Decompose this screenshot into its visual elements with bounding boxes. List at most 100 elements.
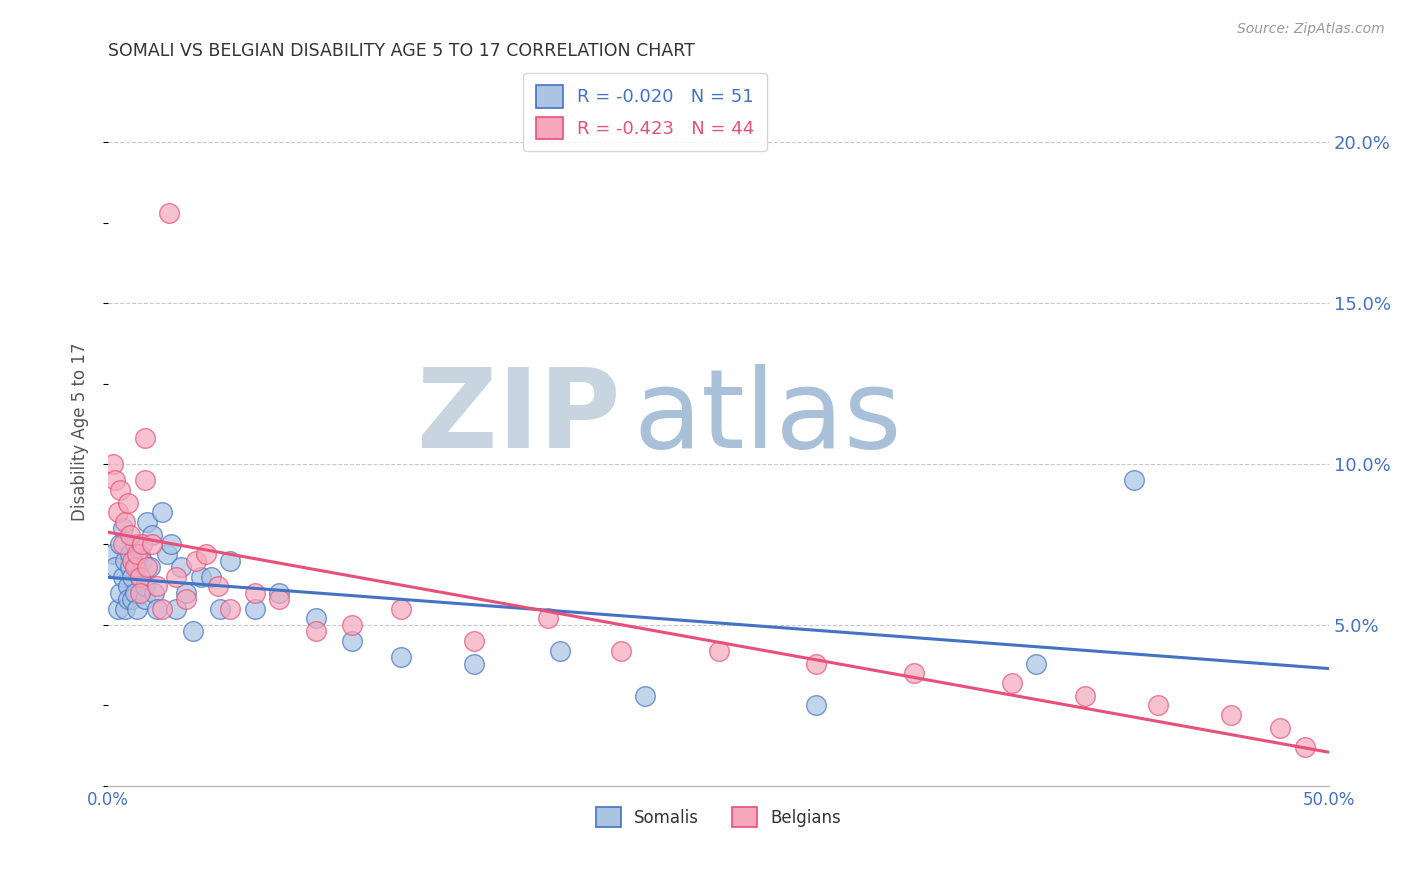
Point [101,547,124,561]
Point [463,657,485,671]
Point [121,553,143,567]
Point [1074,689,1097,703]
Point [806,657,828,671]
Point [117,592,139,607]
Point [121,592,143,607]
Point [634,689,657,703]
Point [146,579,169,593]
Point [160,537,183,551]
Point [111,537,134,551]
Point [114,553,136,567]
Point [536,611,558,625]
Point [165,569,187,583]
Point [342,618,364,632]
Point [141,528,163,542]
Point [118,560,141,574]
Point [134,579,156,593]
Point [136,560,159,574]
Point [128,569,150,583]
Point [124,560,146,574]
Point [150,602,173,616]
Point [111,569,134,583]
Point [174,586,197,600]
Point [463,634,485,648]
Point [124,537,146,551]
Point [610,643,633,657]
Point [118,547,141,561]
Point [209,602,232,616]
Point [1122,473,1144,487]
Point [134,592,156,607]
Point [1294,740,1316,755]
Point [304,611,326,625]
Point [146,602,169,616]
Text: Source: ZipAtlas.com: Source: ZipAtlas.com [1237,22,1385,37]
Point [134,473,156,487]
Point [207,579,229,593]
Point [1147,698,1170,713]
Point [114,602,136,616]
Y-axis label: Disability Age 5 to 17: Disability Age 5 to 17 [72,343,89,521]
Point [165,602,187,616]
Point [304,624,326,639]
Text: ZIP: ZIP [418,364,621,471]
Point [1025,657,1047,671]
Point [131,553,153,567]
Point [128,586,150,600]
Point [117,579,139,593]
Point [806,698,828,713]
Point [707,643,730,657]
Point [342,634,364,648]
Point [1001,676,1024,690]
Point [117,496,139,510]
Point [389,650,412,665]
Point [111,521,134,535]
Point [143,586,166,600]
Point [548,643,571,657]
Point [1220,708,1243,723]
Point [136,515,159,529]
Point [1270,721,1292,735]
Point [267,592,290,607]
Point [128,547,150,561]
Point [155,547,177,561]
Point [128,569,150,583]
Point [174,592,197,607]
Legend: Somalis, Belgians: Somalis, Belgians [589,800,848,834]
Point [219,553,242,567]
Point [267,586,290,600]
Point [121,569,143,583]
Point [243,586,266,600]
Point [108,537,131,551]
Point [104,473,127,487]
Point [219,602,242,616]
Point [127,560,149,574]
Point [194,547,217,561]
Point [200,569,222,583]
Point [138,560,160,574]
Point [131,537,153,551]
Point [157,206,180,220]
Point [127,602,149,616]
Text: atlas: atlas [633,364,901,471]
Point [183,624,205,639]
Point [108,483,131,497]
Point [190,569,212,583]
Point [243,602,266,616]
Point [108,586,131,600]
Point [114,515,136,529]
Point [184,553,207,567]
Point [150,505,173,519]
Point [903,666,925,681]
Point [141,537,163,551]
Point [170,560,193,574]
Point [107,602,129,616]
Point [107,505,129,519]
Point [104,560,127,574]
Point [118,528,141,542]
Point [124,586,146,600]
Point [389,602,412,616]
Point [127,547,149,561]
Point [101,457,124,471]
Point [134,431,156,445]
